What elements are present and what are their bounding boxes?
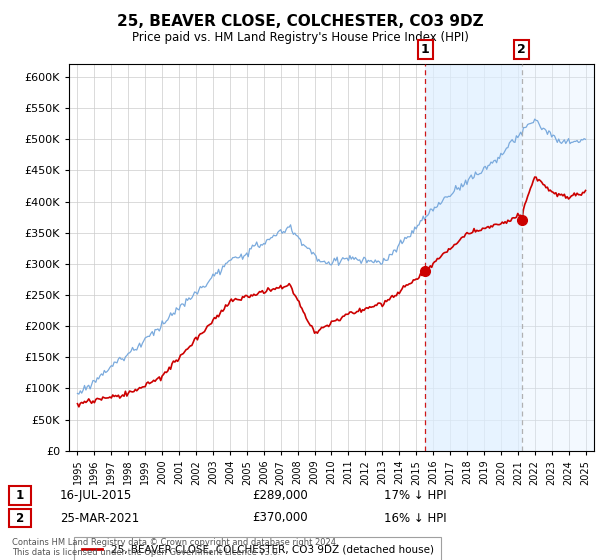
Text: 16-JUL-2015: 16-JUL-2015 <box>60 489 132 502</box>
Text: 1: 1 <box>12 489 28 502</box>
Text: £370,000: £370,000 <box>252 511 308 525</box>
Text: Contains HM Land Registry data © Crown copyright and database right 2024.
This d: Contains HM Land Registry data © Crown c… <box>12 538 338 557</box>
Bar <box>425 64 521 451</box>
Text: 1: 1 <box>421 43 430 56</box>
Legend: 25, BEAVER CLOSE, COLCHESTER, CO3 9DZ (detached house), HPI: Average price, deta: 25, BEAVER CLOSE, COLCHESTER, CO3 9DZ (d… <box>74 537 441 560</box>
Text: 25-MAR-2021: 25-MAR-2021 <box>60 511 139 525</box>
Text: 2: 2 <box>517 43 526 56</box>
Bar <box>521 64 594 451</box>
Text: 17% ↓ HPI: 17% ↓ HPI <box>384 489 446 502</box>
Text: 16% ↓ HPI: 16% ↓ HPI <box>384 511 446 525</box>
Text: 2: 2 <box>12 511 28 525</box>
Text: Price paid vs. HM Land Registry's House Price Index (HPI): Price paid vs. HM Land Registry's House … <box>131 31 469 44</box>
Text: 25, BEAVER CLOSE, COLCHESTER, CO3 9DZ: 25, BEAVER CLOSE, COLCHESTER, CO3 9DZ <box>116 14 484 29</box>
Text: £289,000: £289,000 <box>252 489 308 502</box>
